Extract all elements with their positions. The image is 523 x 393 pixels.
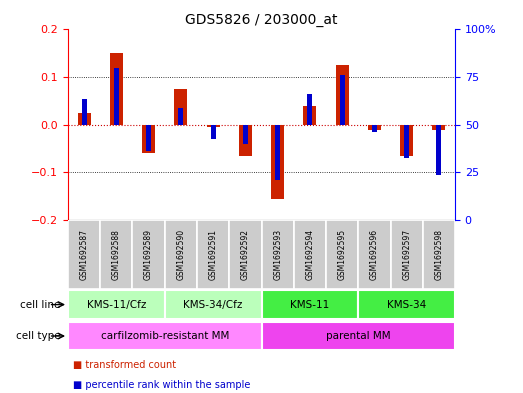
Text: GSM1692591: GSM1692591 bbox=[209, 229, 218, 280]
Bar bbox=[437, 125, 441, 175]
Bar bbox=[404, 125, 409, 158]
Text: GSM1692590: GSM1692590 bbox=[176, 229, 185, 280]
Bar bbox=[308, 94, 312, 125]
Bar bbox=[68, 290, 165, 319]
Bar bbox=[372, 125, 377, 132]
Bar bbox=[110, 53, 123, 125]
Bar bbox=[165, 290, 262, 319]
Text: GSM1692597: GSM1692597 bbox=[402, 229, 411, 280]
Bar bbox=[326, 220, 358, 289]
Text: KMS-11/Cfz: KMS-11/Cfz bbox=[87, 299, 146, 310]
Bar bbox=[423, 220, 455, 289]
Bar bbox=[262, 322, 455, 350]
Bar bbox=[303, 106, 316, 125]
Bar bbox=[78, 113, 90, 125]
Bar bbox=[391, 220, 423, 289]
Text: GSM1692592: GSM1692592 bbox=[241, 229, 250, 280]
Text: carfilzomib-resistant MM: carfilzomib-resistant MM bbox=[100, 331, 229, 341]
Bar bbox=[82, 99, 86, 125]
Bar bbox=[336, 65, 348, 125]
Bar bbox=[239, 125, 252, 156]
Text: GSM1692589: GSM1692589 bbox=[144, 229, 153, 280]
Text: GSM1692593: GSM1692593 bbox=[273, 229, 282, 280]
Text: parental MM: parental MM bbox=[326, 331, 391, 341]
Text: cell line: cell line bbox=[20, 299, 60, 310]
Bar bbox=[358, 290, 455, 319]
Text: cell type: cell type bbox=[16, 331, 60, 341]
Text: GSM1692596: GSM1692596 bbox=[370, 229, 379, 280]
Bar bbox=[100, 220, 132, 289]
Bar bbox=[400, 125, 413, 156]
Bar bbox=[243, 125, 248, 144]
Bar bbox=[68, 220, 100, 289]
Text: GSM1692587: GSM1692587 bbox=[79, 229, 88, 280]
Text: GSM1692595: GSM1692595 bbox=[338, 229, 347, 280]
Bar bbox=[275, 125, 280, 180]
Bar bbox=[207, 125, 220, 127]
Bar bbox=[175, 89, 187, 125]
Bar bbox=[142, 125, 155, 153]
Bar bbox=[294, 220, 326, 289]
Text: KMS-11: KMS-11 bbox=[290, 299, 329, 310]
Title: GDS5826 / 203000_at: GDS5826 / 203000_at bbox=[185, 13, 338, 27]
Bar bbox=[229, 220, 262, 289]
Bar bbox=[114, 68, 119, 125]
Text: ■ transformed count: ■ transformed count bbox=[73, 360, 176, 369]
Bar bbox=[340, 75, 345, 125]
Bar bbox=[358, 220, 391, 289]
Bar bbox=[433, 125, 445, 130]
Bar bbox=[271, 125, 284, 198]
Text: KMS-34: KMS-34 bbox=[387, 299, 426, 310]
Text: GSM1692598: GSM1692598 bbox=[435, 229, 444, 280]
Bar bbox=[68, 322, 262, 350]
Text: ■ percentile rank within the sample: ■ percentile rank within the sample bbox=[73, 380, 251, 390]
Bar bbox=[132, 220, 165, 289]
Text: GSM1692588: GSM1692588 bbox=[112, 229, 121, 280]
Bar bbox=[262, 290, 358, 319]
Bar bbox=[178, 108, 183, 125]
Bar bbox=[165, 220, 197, 289]
Bar bbox=[146, 125, 151, 151]
Bar bbox=[197, 220, 229, 289]
Text: KMS-34/Cfz: KMS-34/Cfz bbox=[184, 299, 243, 310]
Bar bbox=[262, 220, 294, 289]
Text: GSM1692594: GSM1692594 bbox=[305, 229, 314, 280]
Bar bbox=[368, 125, 381, 130]
Bar bbox=[211, 125, 215, 139]
